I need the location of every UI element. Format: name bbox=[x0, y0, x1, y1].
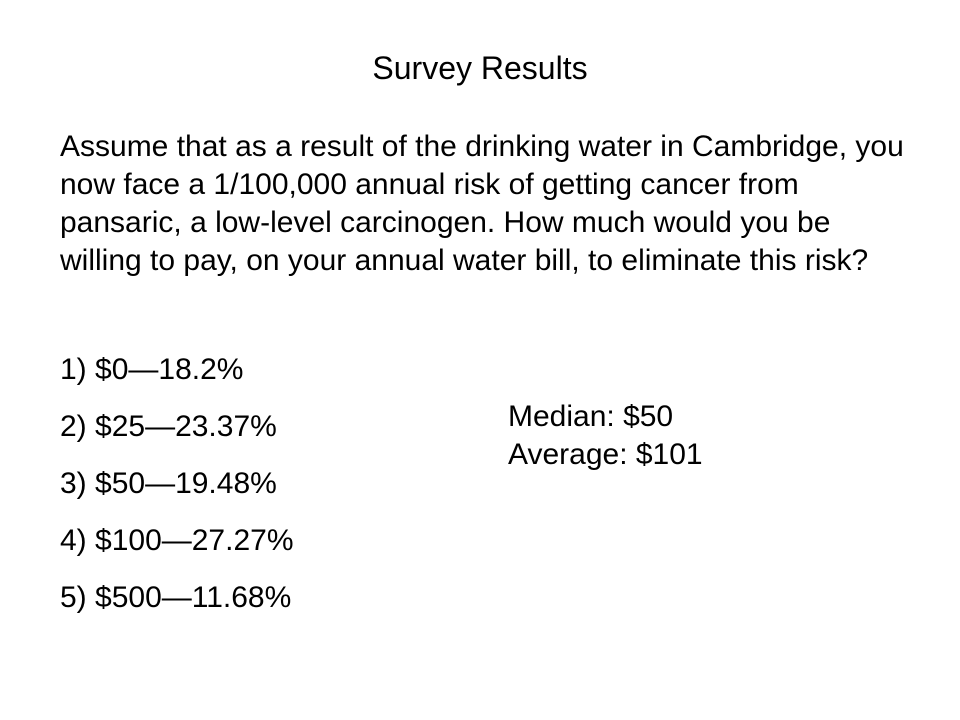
answer-option: 2) $25—23.37% bbox=[60, 410, 277, 443]
answer-option: 1) $0—18.2% bbox=[60, 353, 244, 386]
answer-option: 5) $500—11.68% bbox=[60, 581, 292, 614]
answer-options-list: 1) $0—18.2% 2) $25—23.37% 3) $50—19.48% … bbox=[60, 352, 294, 637]
average-stat: Average: $101 bbox=[508, 438, 703, 471]
slide-title: Survey Results bbox=[372, 50, 588, 86]
median-stat: Median: $50 bbox=[508, 400, 674, 433]
summary-stats: Median: $50 Average: $101 bbox=[508, 398, 703, 474]
answer-option: 3) $50—19.48% bbox=[60, 467, 277, 500]
answer-option: 4) $100—27.27% bbox=[60, 524, 294, 557]
survey-question: Assume that as a result of the drinking … bbox=[60, 130, 904, 277]
